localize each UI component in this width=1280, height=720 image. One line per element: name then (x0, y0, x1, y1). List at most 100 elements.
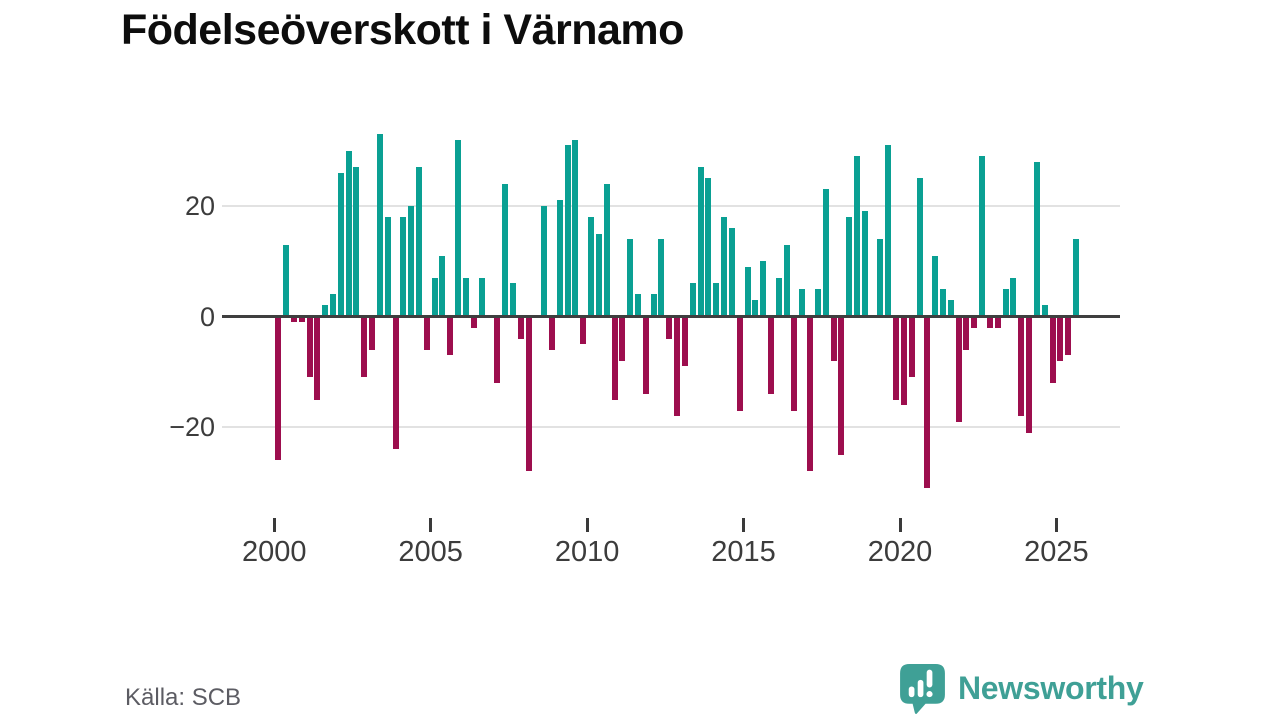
y-axis-label: 0 (199, 301, 215, 332)
bar (572, 139, 579, 317)
bar (1065, 316, 1072, 356)
x-axis-label: 2005 (398, 536, 463, 568)
bar (1072, 239, 1079, 317)
bar (916, 178, 923, 317)
bar (416, 167, 422, 317)
bar (611, 316, 618, 400)
bar (423, 316, 430, 350)
bar (885, 145, 892, 317)
bar (854, 156, 860, 317)
zero-axis-line (222, 314, 1120, 319)
bar (1057, 316, 1064, 361)
bar (799, 288, 806, 317)
bar (1041, 305, 1048, 317)
bar (846, 217, 853, 317)
bar (525, 316, 532, 472)
bar (814, 288, 821, 317)
newsworthy-logo-icon (898, 662, 947, 715)
bar (439, 255, 446, 317)
bar (736, 316, 743, 411)
gridline-y20 (222, 204, 1120, 207)
bar (635, 294, 641, 317)
bar (791, 316, 798, 411)
bar (783, 244, 790, 317)
bar (306, 316, 313, 378)
bar (1018, 316, 1025, 416)
bar (979, 156, 986, 317)
bar (728, 228, 735, 317)
x-axis-tick (898, 518, 902, 532)
bar (548, 316, 555, 350)
bar (924, 316, 931, 488)
chart-title: Födelseöverskott i Värnamo (121, 6, 684, 54)
bar (1033, 161, 1040, 317)
bar (517, 316, 524, 339)
bar (947, 299, 954, 317)
bar (580, 316, 587, 345)
bar (462, 277, 469, 317)
bar (963, 316, 970, 350)
bar (861, 211, 868, 317)
bar (908, 316, 915, 378)
x-axis-label: 2025 (1024, 536, 1089, 568)
bar (541, 205, 548, 317)
bar (478, 277, 485, 317)
bar (658, 239, 665, 317)
brand-name: Newsworthy (958, 670, 1144, 706)
bar (603, 183, 610, 317)
bar (650, 294, 657, 317)
bar (689, 283, 696, 317)
x-axis-label: 2010 (554, 536, 620, 568)
bar (564, 145, 571, 317)
bar (369, 316, 376, 350)
bar (509, 283, 516, 317)
bar (744, 266, 751, 317)
x-axis-tick (1054, 518, 1058, 532)
bar (345, 150, 352, 317)
bar (588, 217, 594, 317)
bar (392, 316, 399, 450)
bar (322, 305, 329, 317)
bar (713, 283, 720, 317)
bar (337, 172, 344, 317)
bar (408, 205, 415, 317)
bar (900, 316, 907, 405)
bar (705, 178, 712, 317)
bar (893, 316, 900, 400)
bar (314, 316, 321, 400)
bar (807, 316, 813, 472)
x-axis-tick (585, 518, 589, 532)
y-axis-label: 20 (184, 190, 215, 221)
bar (1010, 277, 1017, 317)
bar (767, 316, 774, 394)
bar (502, 183, 508, 317)
bar (619, 316, 626, 361)
bar (283, 244, 289, 317)
x-axis-label: 2020 (867, 536, 933, 568)
bar (627, 239, 634, 317)
bar (642, 316, 649, 394)
bar (494, 316, 501, 383)
bar (674, 316, 681, 416)
bar (455, 139, 462, 317)
bar (290, 316, 297, 322)
bar (1049, 316, 1056, 383)
bar (470, 316, 477, 328)
bar (697, 167, 704, 317)
bar (932, 255, 939, 317)
bar (1002, 288, 1009, 317)
bar (447, 316, 454, 356)
x-axis-tick (742, 518, 745, 532)
bar (994, 316, 1001, 328)
bar (384, 217, 391, 317)
bar (329, 294, 336, 317)
bar (595, 233, 602, 317)
bar (666, 316, 673, 339)
bar (556, 200, 563, 317)
bar (971, 316, 978, 328)
bar (1026, 316, 1032, 433)
x-axis-tick (429, 518, 433, 532)
bar (955, 316, 962, 422)
x-axis-label: 2015 (711, 536, 776, 568)
